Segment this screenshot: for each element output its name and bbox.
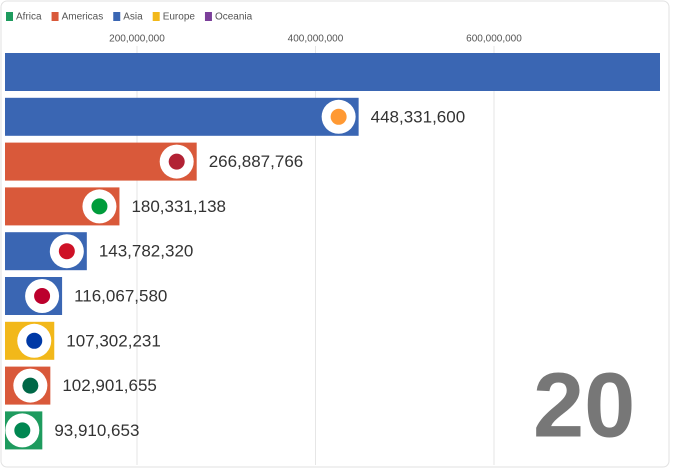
value-label: 266,887,766 bbox=[209, 152, 304, 171]
value-label: 107,302,231 bbox=[66, 331, 161, 350]
legend-swatch bbox=[204, 12, 212, 21]
legend-label: Americas bbox=[62, 12, 104, 23]
flag-icon-center bbox=[34, 288, 51, 304]
bar bbox=[5, 53, 660, 91]
x-tick-label: 400,000,000 bbox=[288, 34, 344, 45]
value-label: 143,782,320 bbox=[99, 242, 194, 261]
flag-icon-center bbox=[14, 422, 31, 439]
flag-icon-center bbox=[168, 153, 185, 170]
flag-icon-center bbox=[330, 108, 347, 125]
plot: 200,000,000400,000,000600,000,000800,448… bbox=[5, 34, 660, 465]
legend-swatch bbox=[152, 12, 160, 21]
flag-icon-center bbox=[26, 332, 43, 349]
flag-icon-center bbox=[22, 377, 39, 394]
value-label: 93,910,653 bbox=[54, 421, 139, 440]
value-label: 180,331,138 bbox=[131, 197, 226, 216]
x-tick-label: 600,000,000 bbox=[466, 34, 522, 45]
value-label: 116,067,580 bbox=[74, 286, 167, 305]
legend-label: Oceania bbox=[215, 12, 253, 23]
x-tick-label: 200,000,000 bbox=[109, 34, 165, 45]
year-label: 20 bbox=[533, 354, 635, 456]
flag-icon-center bbox=[58, 243, 75, 260]
value-label: 448,331,600 bbox=[371, 107, 466, 126]
bar bbox=[5, 97, 359, 136]
legend-swatch bbox=[51, 12, 59, 21]
flag-icon-center bbox=[91, 198, 108, 215]
legend-label: Europe bbox=[163, 12, 196, 23]
legend: Africa Americas Asia Europe Oceania bbox=[6, 12, 253, 23]
legend-label: Asia bbox=[123, 12, 143, 23]
legend-swatch bbox=[6, 12, 13, 21]
legend-swatch bbox=[113, 12, 121, 21]
legend-label: Africa bbox=[16, 12, 42, 23]
value-label: 102,901,655 bbox=[62, 376, 157, 395]
